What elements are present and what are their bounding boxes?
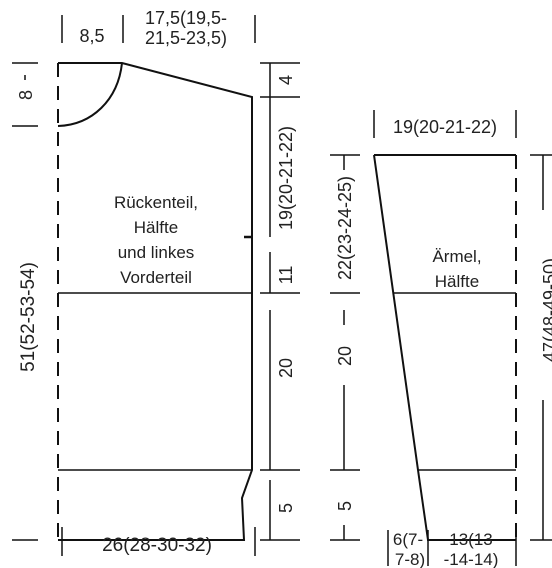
sleeve-top-width-label: 19(20-21-22) xyxy=(393,117,497,137)
shoulder-drop-label: 4 xyxy=(276,75,296,85)
sleeve-cuff-right-label-line1: 13(13 xyxy=(449,530,492,549)
neck-depth-label: 8 xyxy=(16,90,36,100)
sleeve-cuff-right-label-line2: -14-14) xyxy=(444,550,499,568)
back-panel-title-line1: Rückenteil, xyxy=(114,193,198,212)
neckline-curve xyxy=(57,62,123,127)
back-panel-title-line2: Hälfte xyxy=(134,218,178,237)
back-panel-shoulder-and-side xyxy=(58,62,253,541)
width-label: 26(28-30-32) xyxy=(102,535,212,556)
sleeve-upper-length-label: 22(23-24-25) xyxy=(335,176,355,280)
neck-width-label: 8,5 xyxy=(79,26,104,46)
back-right-dimension xyxy=(260,62,300,541)
sleeve-cuff-left-label-line2: 7-8) xyxy=(395,550,425,568)
back-panel: 8,5 17,5(19,5- 21,5-23,5) 8 51(52-53-54)… xyxy=(12,8,300,556)
sleeve-panel: 19(20-21-22) 22(23-24-25) 20 5 47(48-49-… xyxy=(330,110,552,568)
back-panel-title-line3: und linkes xyxy=(118,243,195,262)
back-bottom-dimension xyxy=(61,527,256,556)
sleeve-total-length-label: 47(48-49-50) xyxy=(540,258,552,362)
sleeve-cuff-left-label-line1: 6(7- xyxy=(393,530,423,549)
sleeve-left-dimension xyxy=(330,154,360,541)
sleeve-bottom-dimension xyxy=(387,530,517,566)
sleeve-title-line1: Ärmel, xyxy=(432,247,481,266)
back-top-dimension xyxy=(61,15,256,43)
shoulder-width-label-line2: 21,5-23,5) xyxy=(145,28,227,48)
back-panel-title-line4: Vorderteil xyxy=(120,268,192,287)
back-left-dimension xyxy=(12,62,38,541)
sleeve-rib-height-label: 5 xyxy=(335,501,355,511)
sleeve-title-line2: Hälfte xyxy=(435,272,479,291)
body-length-label: 20 xyxy=(276,358,296,378)
upper-body-label: 11 xyxy=(276,266,296,285)
sleeve-outline xyxy=(373,154,516,541)
rib-height-back-label: 5 xyxy=(276,503,296,513)
sleeve-lower-length-label: 20 xyxy=(335,346,355,366)
shoulder-width-label-line1: 17,5(19,5- xyxy=(145,8,227,28)
sleeve-top-dimension xyxy=(373,110,517,138)
sleeve-right-dimension xyxy=(530,154,552,541)
total-height-label: 51(52-53-54) xyxy=(18,262,39,372)
armhole-depth-label: 19(20-21-22) xyxy=(276,126,296,230)
